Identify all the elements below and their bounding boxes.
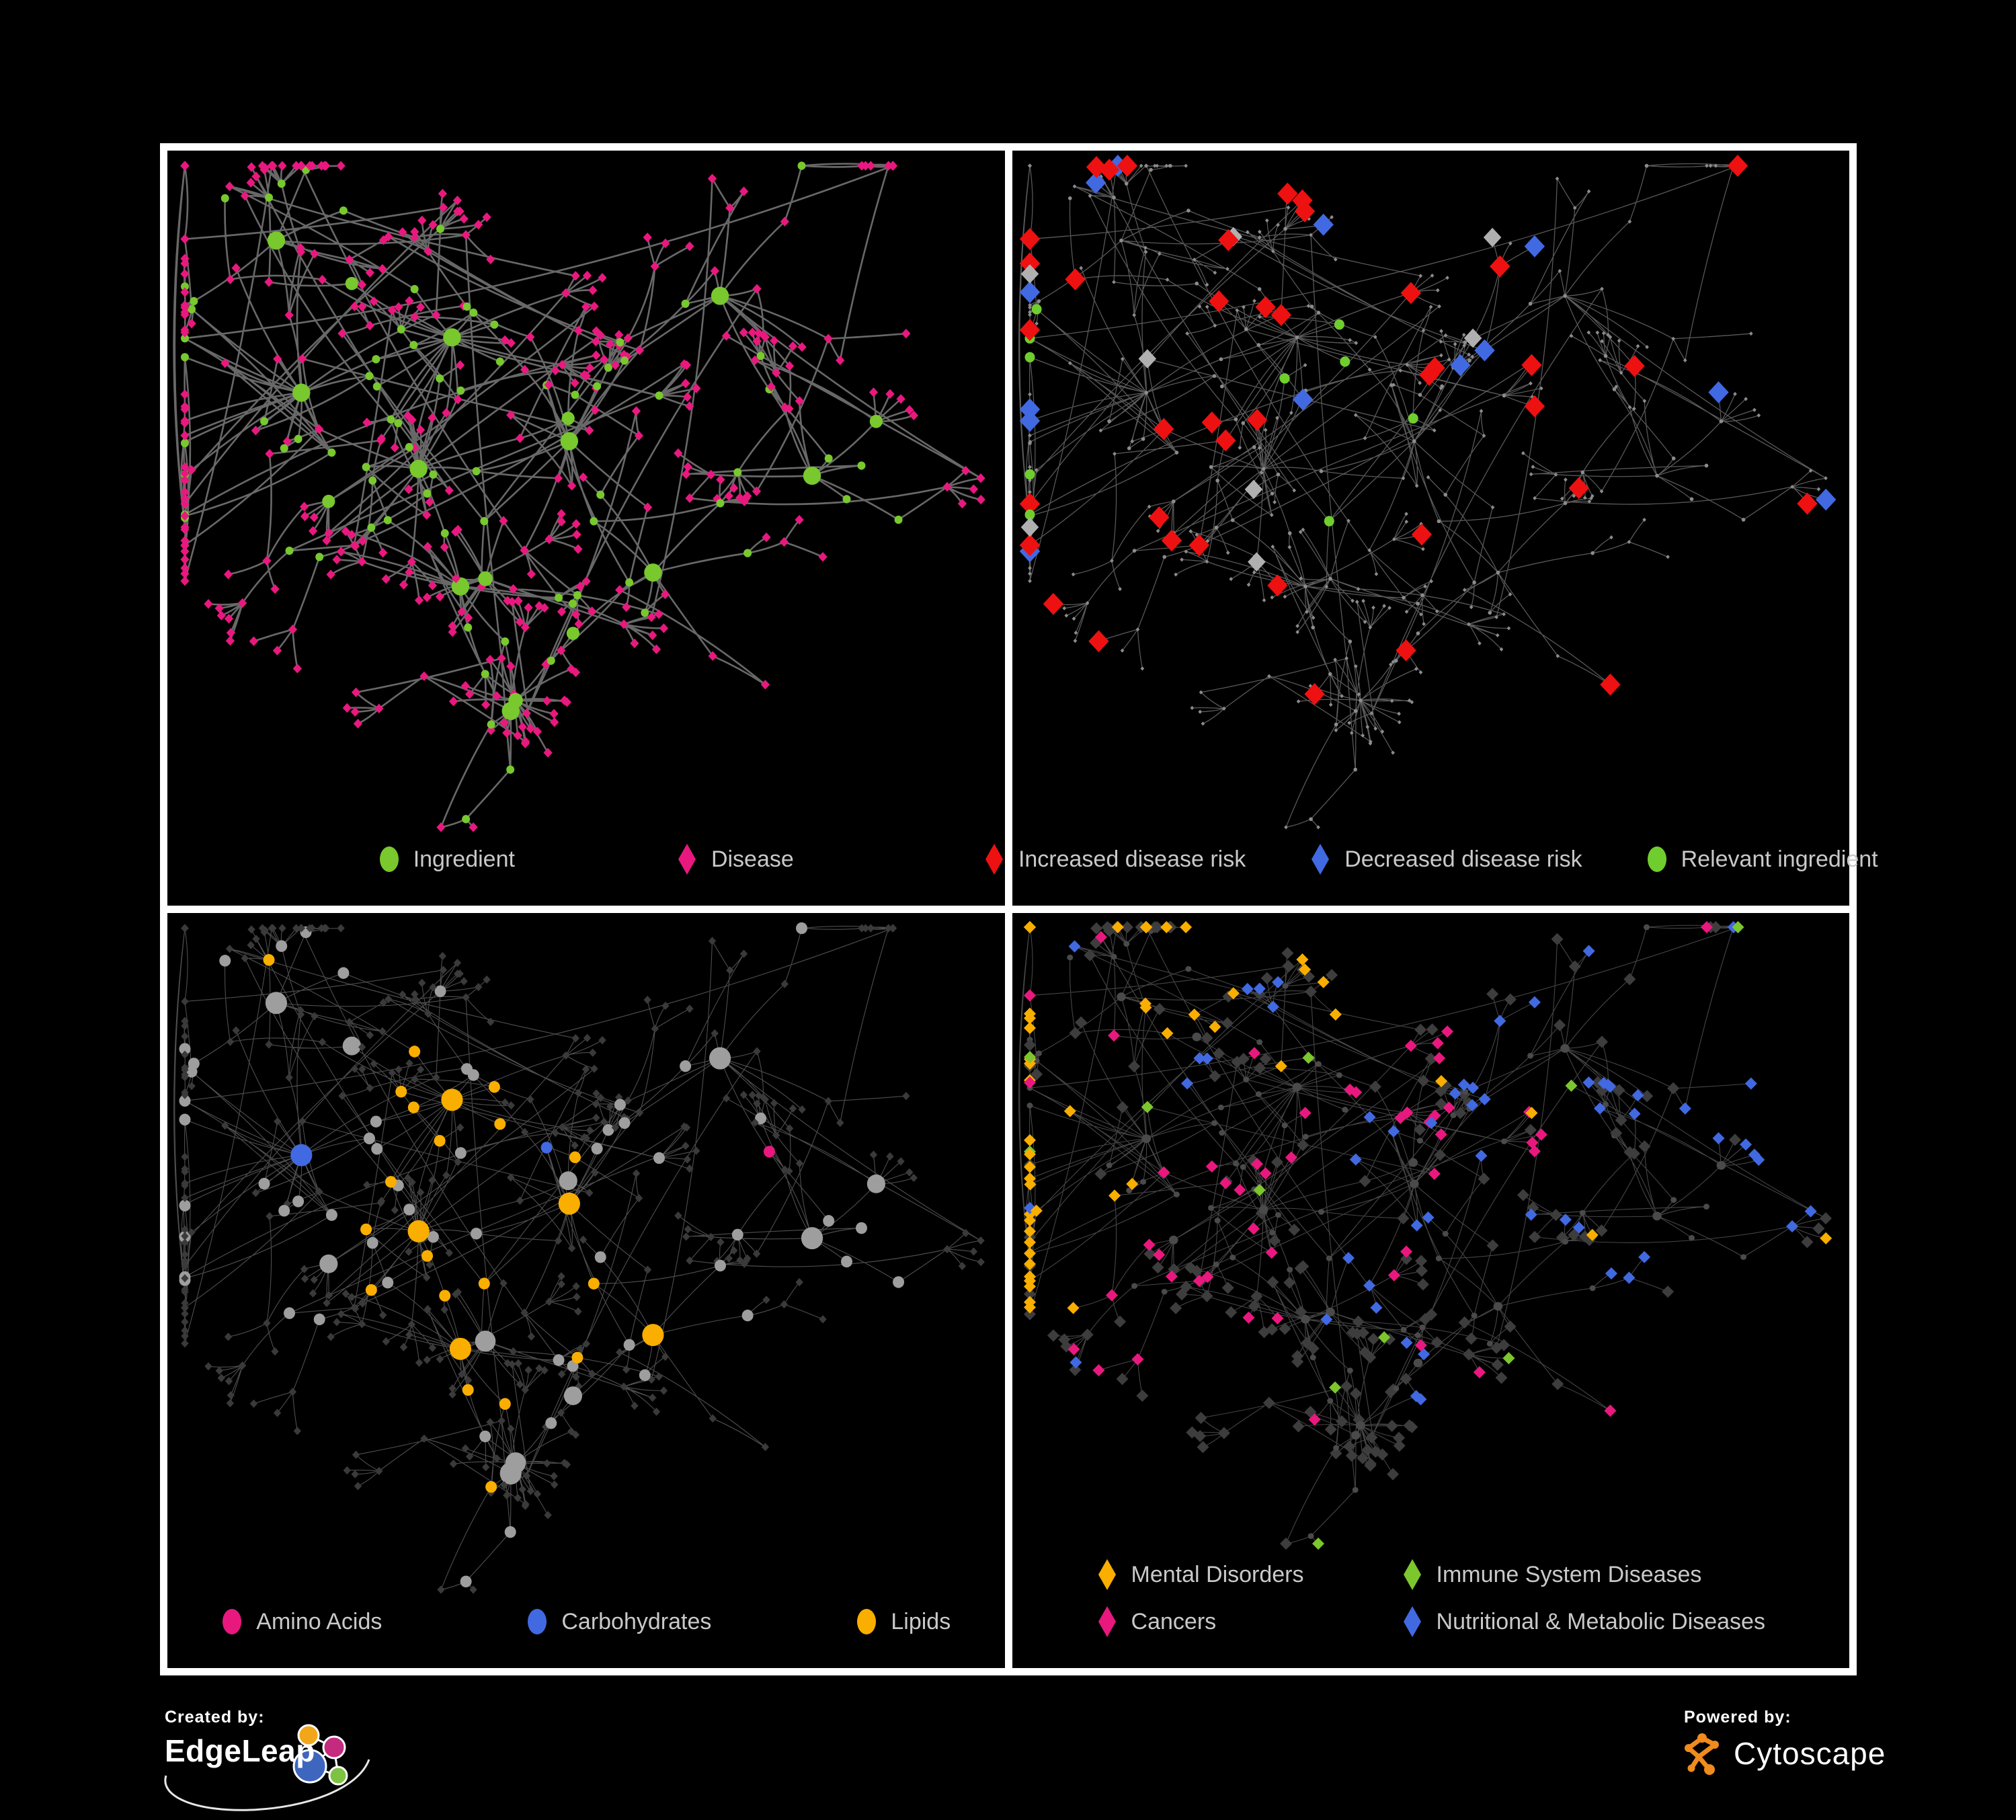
circle-marker-icon [528, 1609, 547, 1634]
legend-label: Mental Disorders [1131, 1561, 1304, 1587]
created-by-label: Created by: [165, 1708, 265, 1727]
diamond-marker-icon [1403, 1559, 1421, 1590]
ingredient-disease-graph [173, 161, 985, 832]
panel-grid: Ingredient Disease Increased disease risk… [160, 143, 1878, 1675]
edgeleap-logo-icon [292, 1724, 348, 1786]
edgeleap-credit: Created by: EdgeLeap [164, 1708, 370, 1811]
legend-marker [1096, 1605, 1118, 1638]
edgeleap-wordmark: EdgeLeap [165, 1733, 315, 1768]
legend-marker [1402, 1558, 1423, 1591]
legend-marker [378, 842, 400, 876]
legend-marker [526, 1605, 548, 1638]
diamond-marker-icon [1098, 1606, 1116, 1637]
diamond-marker-icon [985, 844, 1003, 875]
legend-item: Ingredient [378, 842, 515, 876]
circle-marker-icon [379, 846, 399, 872]
circle-marker-icon [1647, 846, 1666, 872]
panel-disease-risk-network: Increased disease risk Decreased disease … [985, 151, 1878, 906]
legend-label: Carbohydrates [561, 1608, 712, 1634]
diamond-marker-icon [1403, 1606, 1421, 1637]
legend-item: Immune System Diseases [1402, 1558, 1765, 1591]
legend-marker [983, 842, 1005, 876]
edgeleap-swoosh-graphic [164, 1759, 370, 1811]
legend-item: Disease [676, 842, 794, 876]
panel-nutrient-category-network: Amino Acids Carbohydrates Lipids [167, 913, 1005, 1668]
legend-item: Carbohydrates [526, 1605, 711, 1638]
legend-item: Lipids [856, 1605, 951, 1638]
cytoscape-brand: Cytoscape [1684, 1731, 1886, 1776]
legend-marker [1646, 842, 1668, 876]
legend-marker [1096, 1558, 1118, 1591]
legend-label: Ingredient [413, 846, 515, 872]
legend-item: Amino Acids [221, 1605, 382, 1638]
cytoscape-logo-icon [1685, 1733, 1719, 1775]
legend-label: Relevant ingredient [1681, 846, 1878, 872]
legend-item: Increased disease risk [983, 842, 1246, 876]
legend-disease-risk: Increased disease risk Decreased disease … [985, 842, 1878, 906]
legend-ingredient-disease: Ingredient Disease [167, 842, 1005, 906]
legend-label: Disease [711, 846, 794, 872]
legend-label: Immune System Diseases [1436, 1561, 1702, 1587]
legend-label: Nutritional & Metabolic Diseases [1436, 1608, 1765, 1634]
legend-label: Lipids [891, 1608, 951, 1634]
legend-label: Amino Acids [256, 1608, 382, 1634]
legend-item: Nutritional & Metabolic Diseases [1402, 1605, 1765, 1638]
legend-label: Decreased disease risk [1344, 846, 1582, 872]
nutrient-category-graph [173, 922, 985, 1594]
legend-marker [1402, 1605, 1423, 1638]
legend-marker [1309, 842, 1331, 876]
disease-risk-graph [1018, 155, 1836, 830]
panel-ingredient-disease-network: Ingredient Disease [167, 151, 1005, 906]
legend-item: Decreased disease risk [1309, 842, 1582, 876]
diamond-marker-icon [1312, 844, 1330, 875]
circle-marker-icon [223, 1609, 242, 1634]
disease-category-graph [1018, 920, 1832, 1550]
legend-marker [221, 1605, 243, 1638]
edgeleap-brand: EdgeLeap [164, 1724, 370, 1811]
legend-disease-categories: Mental Disorders Immune System Diseases Ca… [1012, 1558, 1850, 1668]
legend-item: Relevant ingredient [1646, 842, 1878, 876]
legend-item: Cancers [1096, 1605, 1304, 1638]
powered-by-label: Powered by: [1684, 1708, 1791, 1727]
circle-marker-icon [857, 1609, 877, 1634]
panel-disease-category-network: Mental Disorders Immune System Diseases Ca… [1012, 913, 1850, 1668]
diamond-marker-icon [1098, 1559, 1116, 1590]
legend-label: Cancers [1131, 1608, 1217, 1634]
cytoscape-credit: Powered by: [1684, 1708, 1886, 1776]
cytoscape-wordmark: Cytoscape [1734, 1736, 1886, 1771]
legend-marker [676, 842, 698, 876]
legend-nutrient-categories: Amino Acids Carbohydrates Lipids [167, 1605, 1005, 1668]
legend-label: Increased disease risk [1018, 846, 1246, 872]
legend-marker [856, 1605, 877, 1638]
legend-item: Mental Disorders [1096, 1558, 1304, 1591]
diamond-marker-icon [678, 844, 696, 875]
